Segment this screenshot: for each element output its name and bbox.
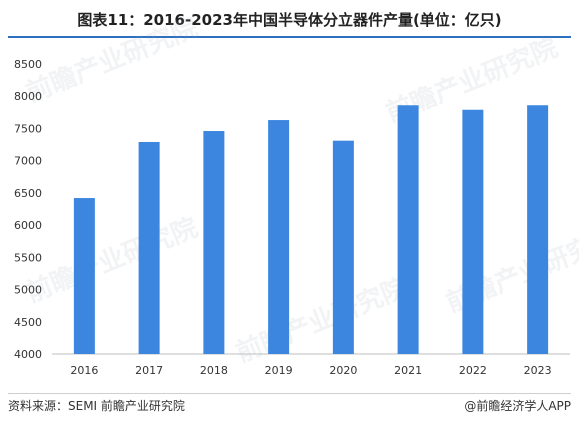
y-tick-label: 6000 [14,219,42,232]
bar-2019 [268,120,290,354]
y-tick-label: 5500 [14,251,42,264]
y-tick-label: 7000 [14,155,42,168]
y-tick-label: 8000 [14,90,42,103]
x-tick-label: 2018 [200,364,228,377]
x-tick-label: 2020 [329,364,357,377]
y-tick-label: 5000 [14,284,42,297]
footer-divider [8,393,571,394]
x-tick-label: 2022 [459,364,487,377]
x-tick-label: 2016 [70,364,98,377]
brand-credit: @前瞻经济学人APP [464,399,571,413]
source-note: 资料来源：SEMI 前瞻产业研究院 [8,399,185,413]
x-tick-label: 2019 [265,364,293,377]
bar-2020 [332,140,354,354]
bar-2022 [462,109,484,354]
y-tick-label: 7500 [14,122,42,135]
bar-2021 [397,105,419,354]
y-tick-label: 8500 [14,58,42,71]
y-tick-label: 4000 [14,348,42,361]
x-tick-label: 2021 [394,364,422,377]
bar-2016 [73,198,95,354]
bar-2023 [527,105,549,354]
y-tick-label: 6500 [14,187,42,200]
chart-title: 图表11：2016-2023年中国半导体分立器件产量(单位：亿只) [77,11,502,29]
y-tick-label: 4500 [14,316,42,329]
x-tick-label: 2023 [524,364,552,377]
x-tick-label: 2017 [135,364,163,377]
bar-2018 [203,131,225,354]
bar-2017 [138,141,160,354]
title-divider [8,36,571,38]
